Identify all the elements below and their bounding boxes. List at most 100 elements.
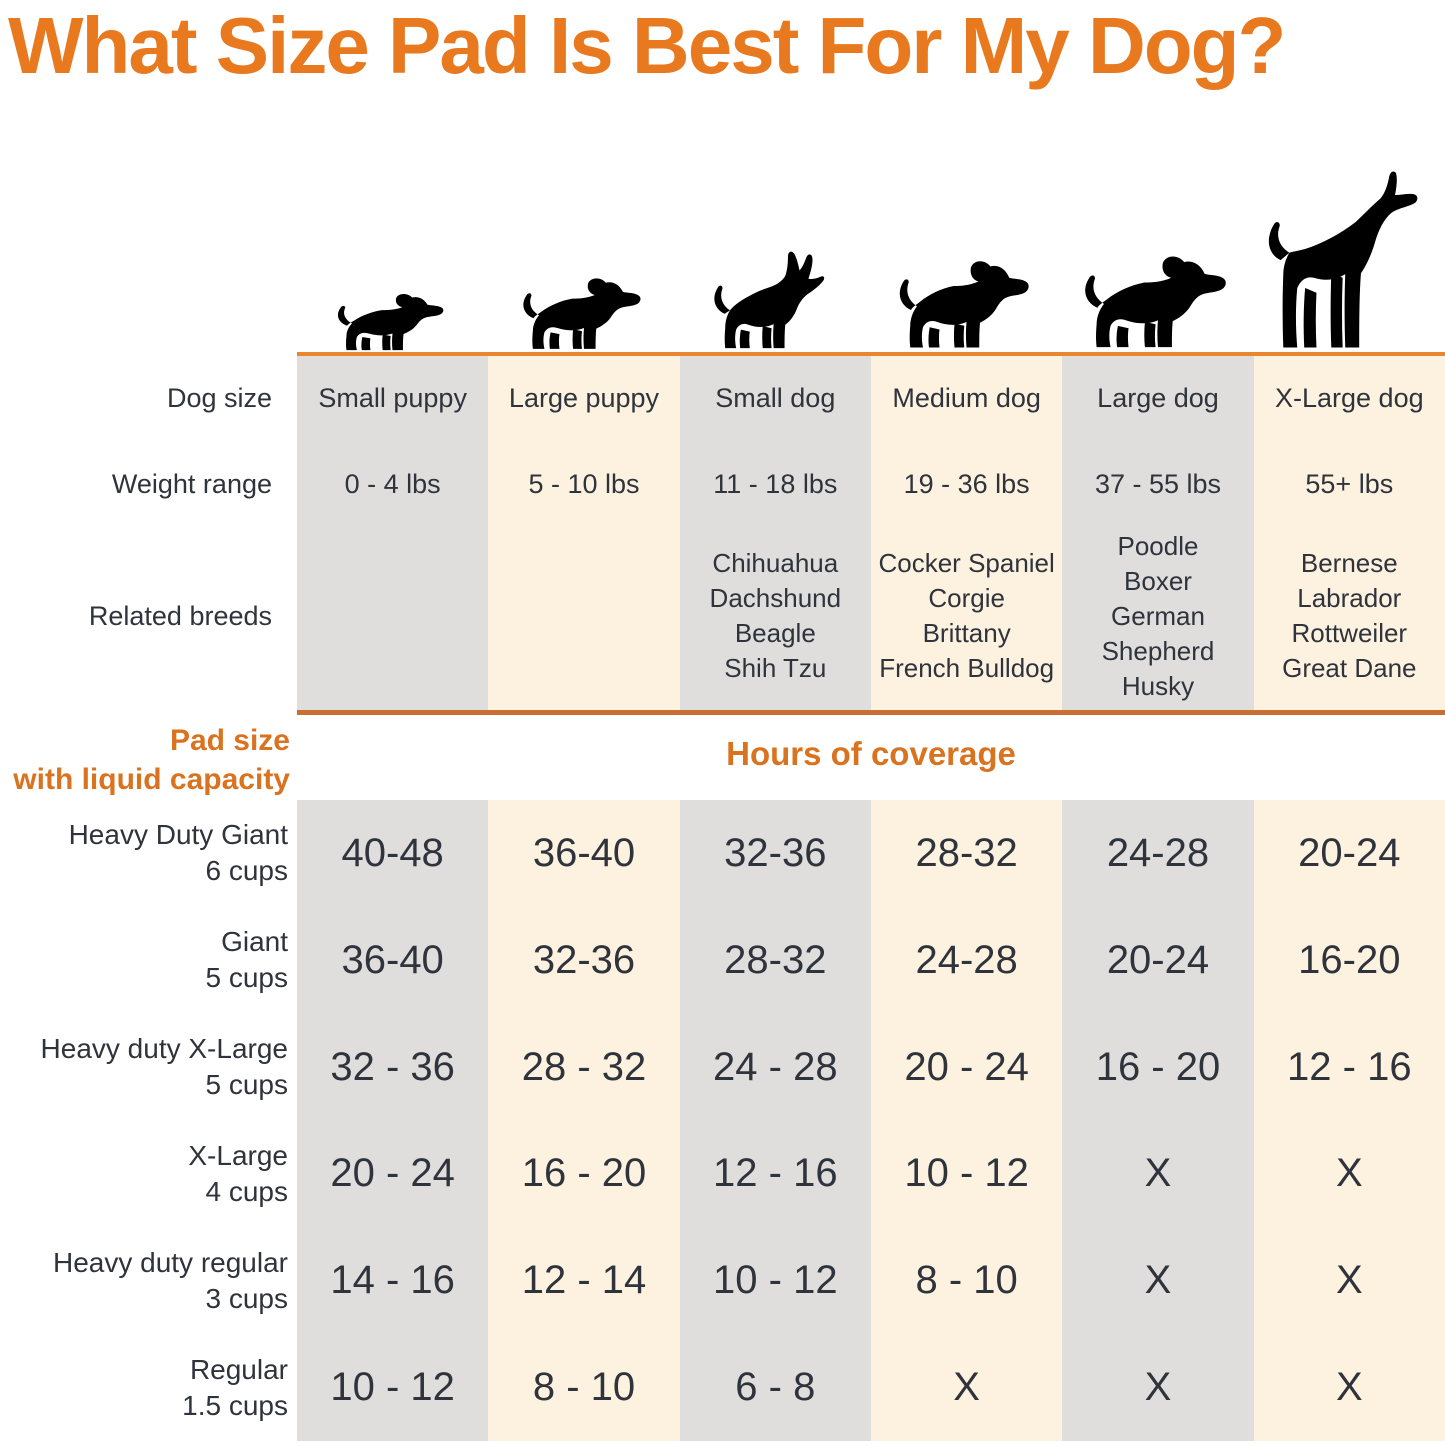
dog-illustration-small-dog (714, 251, 825, 349)
table-row: Giant 5 cups 36-40 32-36 28-32 24-28 20-… (0, 907, 1445, 1014)
breeds-cell: Chihuahua Dachshund Beagle Shih Tzu (709, 548, 842, 683)
pad-name: Heavy duty X-Large (40, 1033, 288, 1065)
pad-name: Heavy Duty Giant (68, 819, 288, 851)
table-row: Heavy Duty Giant 6 cups 40-48 36-40 32-3… (0, 800, 1445, 907)
hours-cell: 28 - 32 (521, 1044, 647, 1089)
hours-cell: X (1144, 1151, 1172, 1196)
pad-name: Regular (189, 1353, 288, 1385)
hours-cell: 6 - 8 (735, 1365, 816, 1410)
dog-size-cell: Small puppy (318, 382, 467, 413)
hours-cell: 24-28 (915, 937, 1018, 982)
pad-row-label: Heavy duty regular 3 cups (0, 1227, 297, 1334)
table-row: Heavy duty X-Large 5 cups 32 - 36 28 - 3… (0, 1014, 1445, 1121)
hours-cell: 20-24 (1298, 830, 1401, 875)
table-row: Regular 1.5 cups 10 - 12 8 - 10 6 - 8 X … (0, 1334, 1445, 1441)
pad-row-label: Regular 1.5 cups (0, 1334, 297, 1441)
hours-cell: 16 - 20 (521, 1151, 647, 1196)
hours-cell: 8 - 10 (915, 1258, 1018, 1303)
weight-cell: 55+ lbs (1305, 468, 1394, 499)
pad-row-label: X-Large 4 cups (0, 1120, 297, 1227)
breeds-cell (297, 522, 488, 710)
hours-cell: 20-24 (1106, 937, 1210, 982)
pad-size-label-line1: Pad size (169, 724, 290, 757)
pad-capacity: 1.5 cups (182, 1389, 288, 1421)
column-band-large-puppy (488, 356, 680, 1441)
table-row: Heavy duty regular 3 cups 14 - 16 12 - 1… (0, 1227, 1445, 1334)
weight-cell: 11 - 18 lbs (713, 468, 838, 499)
hours-cell: 28-32 (724, 937, 827, 982)
pad-capacity: 5 cups (205, 1069, 289, 1101)
weight-cell: 5 - 10 lbs (528, 468, 640, 499)
hours-of-coverage-header: Hours of coverage (726, 735, 1016, 772)
hours-cell: 12 - 16 (1287, 1044, 1412, 1089)
pad-capacity: 6 cups (205, 855, 289, 887)
dog-illustration-large-dog (1085, 256, 1226, 348)
hours-cell: X (1335, 1258, 1363, 1303)
hours-cell: 10 - 12 (904, 1151, 1029, 1196)
ground-line (297, 352, 1445, 356)
pad-size-label-line2: with liquid capacity (13, 763, 290, 796)
hours-cell: 14 - 16 (330, 1258, 455, 1303)
dog-size-cell: Small dog (715, 382, 836, 413)
breeds-cell: Poodle Boxer German Shepherd Husky (1101, 530, 1215, 701)
hours-cell: 10 - 12 (713, 1258, 838, 1303)
hours-cell: 24 - 28 (713, 1044, 838, 1089)
hours-cell: 8 - 10 (532, 1365, 636, 1410)
column-band-medium-dog (871, 356, 1062, 1441)
hours-cell: 20 - 24 (330, 1151, 455, 1196)
row-header-related-breeds: Related breeds (88, 600, 272, 631)
hours-cell: 12 - 14 (521, 1258, 647, 1303)
dog-size-cell: Large puppy (508, 382, 660, 413)
dog-illustration-medium-dog (899, 261, 1029, 348)
hours-cell: X (1144, 1365, 1172, 1410)
weight-cell: 0 - 4 lbs (344, 468, 441, 499)
hours-cell: 36-40 (341, 937, 444, 982)
dog-illustration-large-puppy (523, 278, 641, 349)
pad-row-label: Heavy Duty Giant 6 cups (0, 800, 297, 907)
hours-cell: 16 - 20 (1095, 1044, 1221, 1089)
section-divider-line (297, 710, 1445, 715)
related-breeds-row: Related breeds Chihuahua Dachshund Beagle S… (0, 522, 1445, 710)
hours-cell: 32-36 (532, 937, 636, 982)
column-band-small-dog (680, 356, 871, 1441)
hours-cell: X (953, 1365, 980, 1410)
dog-illustration-small-puppy (337, 294, 444, 351)
hours-cell: 32-36 (724, 830, 827, 875)
weight-cell: 37 - 55 lbs (1094, 468, 1222, 499)
column-band-large-dog (1062, 356, 1254, 1441)
breeds-cell: Bernese Labrador Rottweiler Great Dane (1282, 548, 1417, 683)
pad-name: X-Large (188, 1139, 288, 1171)
pad-row-label: Giant 5 cups (0, 907, 297, 1014)
pad-name: Giant (221, 926, 288, 958)
hours-cell: 36-40 (532, 830, 636, 875)
dog-illustration-x-large-dog (1268, 171, 1418, 348)
weight-cell: 19 - 36 lbs (903, 468, 1030, 499)
column-band-x-large-dog (1254, 356, 1445, 1441)
pad-capacity: 3 cups (205, 1282, 289, 1314)
pad-name: Heavy duty regular (52, 1246, 288, 1278)
pad-size-section-label: Pad size with liquid capacity (0, 721, 290, 799)
hours-cell: 10 - 12 (330, 1365, 455, 1410)
dog-size-cell: Large dog (1097, 382, 1219, 413)
column-band-small-puppy (297, 356, 488, 1441)
pad-row-label: Heavy duty X-Large 5 cups (0, 1014, 297, 1121)
hours-cell: 32 - 36 (330, 1044, 455, 1089)
dog-size-cell: Medium dog (892, 382, 1041, 413)
hours-cell: 16-20 (1298, 937, 1401, 982)
table-row: X-Large 4 cups 20 - 24 16 - 20 12 - 16 1… (0, 1120, 1445, 1227)
dog-size-cell: X-Large dog (1275, 382, 1424, 413)
row-header-dog-size: Dog size (166, 382, 272, 413)
breeds-cell: Cocker Spaniel Corgie Brittany French Bulld… (878, 548, 1055, 683)
hours-cell: X (1144, 1258, 1172, 1303)
hours-cell: 12 - 16 (713, 1151, 838, 1196)
hours-cell: 24-28 (1106, 830, 1210, 875)
pad-capacity: 4 cups (205, 1175, 289, 1207)
hours-cell: X (1335, 1151, 1363, 1196)
weight-range-row: Weight range 0 - 4 lbs 5 - 10 lbs 11 - 1… (0, 454, 1445, 514)
row-header-weight-range: Weight range (111, 468, 272, 499)
page-title: What Size Pad Is Best For My Dog? (8, 1, 1286, 90)
hours-cell: X (1335, 1365, 1363, 1410)
coverage-table: Heavy Duty Giant 6 cups 40-48 36-40 32-3… (0, 800, 1445, 1441)
section-gap (297, 715, 1445, 800)
